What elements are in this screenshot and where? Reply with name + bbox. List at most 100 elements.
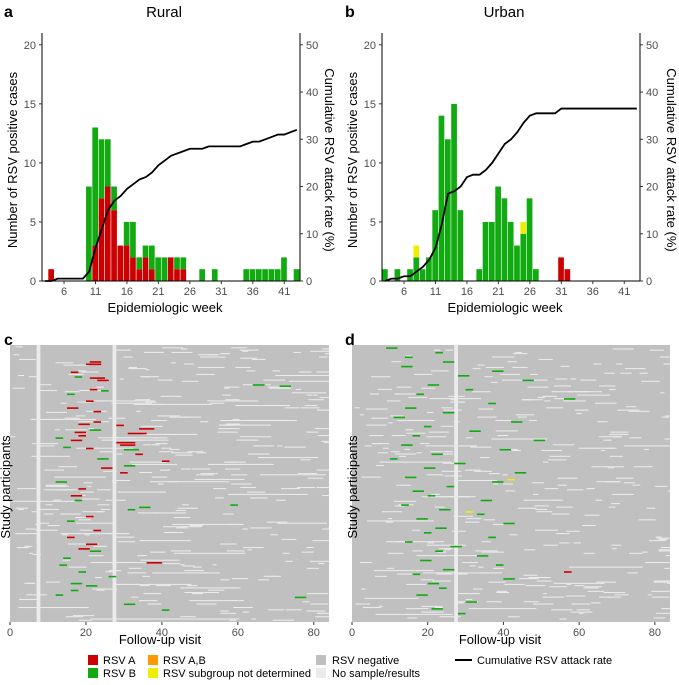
- panel-a-bar-rsv-a-w18: [136, 269, 143, 281]
- panel-d-no-sample-r36-1: [396, 386, 412, 388]
- panel-c-no-sample-r142-1: [18, 508, 24, 510]
- panel-d-no-sample-r92-2: [443, 451, 453, 453]
- panel-d-episode-b-1: [435, 351, 443, 354]
- panel-b-bar-rsv-a-w31: [558, 257, 564, 281]
- panel-c-no-sample-r72-0: [314, 428, 329, 430]
- panel-d-episode-b-40: [423, 532, 432, 534]
- panel-c-no-sample-r109-0: [103, 470, 117, 472]
- panel-d-no-sample-r182-2: [665, 555, 670, 557]
- panel-c-no-sample-r57-1: [136, 410, 141, 412]
- panel-d-no-sample-r213-2: [496, 590, 508, 592]
- panel-c-no-sample-r138-2: [45, 504, 53, 506]
- panel-c-episode-b-9: [101, 390, 109, 392]
- panel-a-y2tick-label-10: 10: [306, 229, 318, 241]
- panel-c-no-sample-r27-2: [142, 376, 151, 378]
- panel-d-y-axis-label: Study participants: [345, 435, 360, 539]
- panel-b-bar-rsv-b-w24: [514, 245, 520, 281]
- panel-c-no-sample-r87-0: [37, 445, 55, 447]
- panel-d-urban-heatmap: 0 20 40 60 80 Follow-up visit Study particip…: [345, 345, 670, 647]
- panel-d-no-sample-r206-0: [553, 582, 605, 584]
- panel-c-no-sample-r146-1: [60, 513, 81, 515]
- panel-d-no-sample-r24-1: [604, 372, 615, 374]
- panel-c-no-sample-r182-1: [137, 555, 147, 557]
- panel-d-no-sample-r124-1: [586, 488, 595, 490]
- panel-d-no-sample-r112-1: [426, 474, 444, 476]
- panel-d-no-sample-r177-2: [658, 549, 670, 551]
- panel-d-episode-b-15: [393, 416, 405, 419]
- panel-c-no-sample-r19-0: [198, 366, 225, 368]
- panel-b-bar-rsv-b-w19: [482, 221, 489, 281]
- panel-c-no-sample-r6-1: [293, 351, 301, 353]
- panel-c-no-sample-r94-0: [248, 453, 270, 455]
- panel-d-no-sample-r148-0: [453, 515, 473, 517]
- panel-d-no-sample-r151-1: [483, 519, 495, 521]
- panel-d-no-sample-r87-2: [425, 445, 477, 447]
- panel-c-no-sample-r224-2: [147, 603, 162, 605]
- panel-c-no-sample-r56-0: [317, 409, 329, 411]
- panel-a-bar-rsv-b-w17: [130, 221, 136, 258]
- panel-c-no-sample-r159-0: [322, 528, 329, 530]
- panel-c-no-sample-r73-0: [54, 429, 61, 431]
- panel-d-episode-b-18: [469, 430, 481, 432]
- panel-d-no-sample-r65-1: [396, 420, 435, 422]
- panel-d-no-sample-r108-0: [464, 469, 481, 471]
- panel-d-episode-b-21: [401, 444, 413, 446]
- panel-d-no-sample-r4-0: [649, 349, 664, 351]
- panel-c-no-sample-r25-0: [196, 373, 215, 375]
- panel-a-ytick-label-20: 20: [24, 40, 36, 52]
- panel-d-no-sample-r61-0: [390, 415, 405, 417]
- panel-c-no-sample-r193-1: [128, 567, 142, 569]
- panel-c-no-sample-r87-1: [253, 445, 275, 447]
- panel-a-bar-rsv-b-w41: [281, 257, 287, 281]
- panel-d-no-sample-r170-1: [481, 541, 491, 543]
- panel-d-no-sample-r139-1: [394, 505, 405, 507]
- panel-b-bars: [382, 103, 571, 281]
- panel-c-no-sample-r145-1: [153, 512, 176, 514]
- panel-d-no-sample-r80-0: [465, 437, 473, 439]
- panel-c-no-sample-r214-1: [184, 592, 207, 594]
- panel-c-no-sample-r189-1: [318, 563, 325, 565]
- panel-c-no-sample-r73-1: [65, 429, 88, 431]
- panel-c-no-sample-r179-0: [301, 551, 314, 553]
- panel-c-x-axis-label: Follow-up visit: [119, 632, 202, 647]
- panel-c-no-sample-r48-1: [93, 400, 155, 402]
- panel-d-episode-b-11: [564, 398, 576, 400]
- panel-d-no-sample-r57-0: [628, 410, 650, 412]
- panel-c-episode-a-2: [70, 371, 79, 374]
- panel-a-xtick-label-41: 41: [278, 286, 290, 298]
- panel-d-no-sample-r99-0: [548, 459, 567, 461]
- panel-c-no-sample-r186-0: [140, 559, 180, 561]
- panel-c-no-sample-r2-0: [162, 347, 184, 349]
- panel-c-no-sample-r39-1: [38, 390, 58, 392]
- panel-d-no-sample-r48-1: [386, 400, 401, 402]
- panel-c-no-sample-r108-1: [316, 469, 329, 471]
- panel-d-no-sample-r120-0: [502, 483, 513, 485]
- panel-c-no-sample-r10-1: [319, 356, 328, 358]
- panel-c-episode-a-36: [78, 488, 86, 490]
- panel-a-bar-rsv-b-w37: [255, 269, 262, 281]
- panel-c-no-sample-r178-1: [227, 550, 245, 552]
- panel-d-episode-b-33: [480, 499, 493, 502]
- panel-d-no-sample-r198-0: [397, 573, 417, 575]
- panel-d-no-sample-r86-0: [552, 444, 575, 446]
- panel-d-no-sample-r77-1: [609, 433, 629, 435]
- panel-c-xtick-label-40: 40: [156, 627, 168, 639]
- panel-c-no-sample-r145-2: [138, 512, 159, 514]
- panel-b-bar-rsv-b-w13: [444, 139, 451, 281]
- panel-c-episode-a-8: [89, 388, 98, 391]
- panel-d-no-sample-r75-0: [610, 431, 629, 433]
- panel-d-no-sample-r62-0: [661, 416, 669, 418]
- panel-d-no-sample-r153-1: [385, 521, 394, 523]
- panel-a-ytick-label-15: 15: [24, 99, 36, 111]
- panel-d-no-sample-r101-1: [542, 461, 549, 463]
- panel-c-no-sample-r166-0: [113, 536, 135, 538]
- panel-b-y2tick-label-40: 40: [646, 87, 658, 99]
- panel-c-no-sample-r6-2: [143, 351, 164, 353]
- panel-c-no-sample-r20-0: [128, 368, 147, 370]
- panel-c-no-sample-r210-1: [180, 587, 241, 589]
- panel-d-no-sample-r231-2: [570, 611, 593, 613]
- panel-d-no-sample-r89-0: [578, 447, 614, 449]
- panel-a-bar-rsv-b-w30: [211, 269, 218, 281]
- panel-d-no-sample-r27-0: [371, 376, 391, 378]
- panel-c-no-sample-r156-1: [47, 525, 60, 527]
